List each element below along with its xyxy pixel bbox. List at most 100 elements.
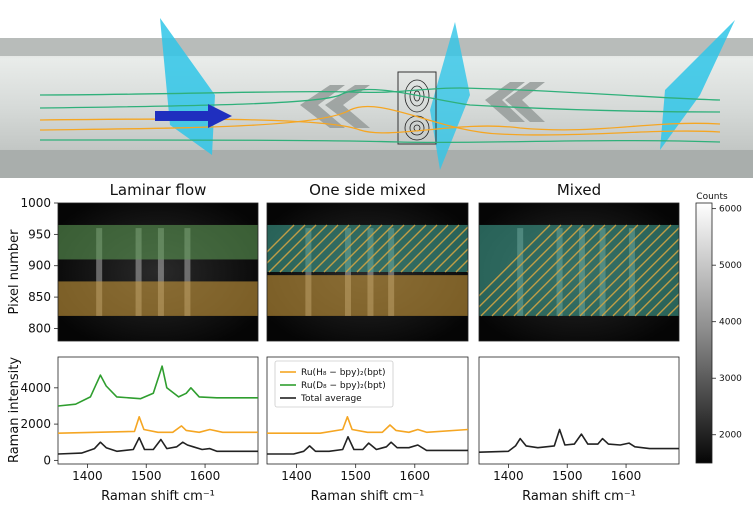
hatch-line <box>455 259 468 273</box>
hatch-line <box>491 224 584 317</box>
stream-region-overlay <box>267 275 468 316</box>
panel-title: Laminar flow <box>110 181 207 199</box>
spectrum-frame <box>478 356 680 465</box>
hatch-line <box>411 224 460 273</box>
hatch-line <box>389 224 438 273</box>
hatch-line <box>524 224 617 317</box>
hatch-line <box>444 248 468 273</box>
y-tick-label: 950 <box>28 227 51 241</box>
hatch-line <box>378 224 427 273</box>
legend-label: Ru(H₈ − bpy)₂(bpt) <box>301 368 386 378</box>
y-tick-label: 1000 <box>20 196 51 210</box>
heatmap-panel-3: Mixed <box>478 181 753 342</box>
heatmap-row: Laminar flow 1000 950 900 850 800 One side mix… <box>7 181 753 342</box>
y-tick-label: 900 <box>28 259 51 273</box>
y-tick-label: 850 <box>28 290 51 304</box>
hatch-line <box>479 224 562 308</box>
laser-sheet-right <box>660 20 735 150</box>
hatch-line <box>656 292 679 317</box>
hatch-line <box>267 224 295 253</box>
spectrum-line <box>478 428 679 453</box>
spectrum-line <box>57 415 258 434</box>
hatch-line <box>745 225 753 316</box>
hatch-line <box>479 224 551 297</box>
colorbar-tick-label: 3000 <box>719 374 742 384</box>
hatch-line <box>502 224 595 317</box>
y-tick-label: 800 <box>28 321 51 335</box>
heatmap-y-axis-label: Pixel number <box>7 229 22 315</box>
colorbar-label: Counts <box>696 192 728 202</box>
spectrum-frame <box>57 356 259 465</box>
hatch-line <box>422 226 468 273</box>
legend-label: Ru(D₈ − bpy)₂(bpt) <box>301 381 386 391</box>
stream-region-overlay <box>267 224 468 272</box>
heatmap-image <box>58 224 258 316</box>
y-tick-label: 2000 <box>20 417 51 431</box>
vortex-box <box>397 71 437 145</box>
x-tick-label: 1500 <box>552 469 583 483</box>
hatch-line <box>334 224 383 273</box>
x-tick-label: 1600 <box>611 469 642 483</box>
x-tick-label: 1500 <box>340 469 371 483</box>
x-tick-label: 1500 <box>131 469 162 483</box>
hatch-line <box>557 224 650 317</box>
spectrum-line <box>267 435 468 455</box>
hatch-line <box>535 224 628 317</box>
spectrum-panel-3: 1400 1500 1600 Raman shift cm⁻¹ <box>478 356 680 504</box>
hatch-line <box>590 226 679 317</box>
spectrum-line <box>57 365 258 407</box>
colorbar-scale <box>695 202 713 464</box>
legend-label: Total average <box>300 394 362 404</box>
spectrum-line <box>57 436 258 455</box>
colorbar-tick-label: 6000 <box>719 205 742 215</box>
spectrum-panel-2: 1400 1500 1600 Raman shift cm⁻¹ Ru(H₈ − bpy)… <box>266 356 469 504</box>
hatch-line <box>433 237 468 273</box>
x-axis-label: Raman shift cm⁻¹ <box>311 489 425 504</box>
raman-band-column <box>135 228 142 316</box>
stream-region-overlay <box>58 281 258 316</box>
heatmap-panel-2: One side mixed <box>266 181 469 342</box>
hatch-line <box>323 224 372 273</box>
hatch-line <box>400 224 449 273</box>
x-tick-label: 1400 <box>493 469 524 483</box>
spectrum-line <box>267 415 469 435</box>
panel-title: One side mixed <box>309 181 426 199</box>
hatch-line <box>634 270 679 317</box>
stream-region-overlay <box>58 224 258 260</box>
hatch-line <box>601 237 679 317</box>
laser-sheet-middle <box>430 22 470 170</box>
colorbar: Counts 6000 5000 4000 3000 2000 <box>695 192 742 464</box>
x-axis-label: Raman shift cm⁻¹ <box>101 489 215 504</box>
heatmap-image <box>479 224 753 317</box>
heatmap-frame <box>266 202 469 342</box>
flow-direction-arrow-icon <box>155 104 232 128</box>
hatch-line <box>301 224 350 273</box>
hatch-line <box>312 224 361 273</box>
spectrum-y-axis-label: Raman intensity <box>7 357 22 463</box>
hatch-line <box>612 248 679 317</box>
colorbar-tick-label: 5000 <box>719 261 742 271</box>
channel-illustration <box>0 18 753 178</box>
panel-title: Mixed <box>557 181 601 199</box>
x-tick-label: 1400 <box>72 469 103 483</box>
hatch-line <box>623 259 679 317</box>
heatmap-frame <box>478 202 680 342</box>
channel-bottom-wall <box>0 150 753 178</box>
colorbar-tick-label: 2000 <box>719 431 742 441</box>
x-axis-label: Raman shift cm⁻¹ <box>522 489 636 504</box>
y-tick-label: 0 <box>43 453 51 467</box>
channel-top-wall <box>0 38 753 56</box>
hatch-line <box>356 224 405 273</box>
hatch-line <box>645 281 679 317</box>
heatmap-frame <box>57 202 259 342</box>
x-tick-label: 1400 <box>281 469 312 483</box>
raman-band-column <box>96 228 103 316</box>
hatch-line <box>290 224 339 273</box>
hatch-line <box>546 224 639 317</box>
hatch-line <box>268 224 317 273</box>
raman-band-column <box>184 228 191 316</box>
hatch-line <box>279 224 328 273</box>
x-tick-label: 1600 <box>400 469 431 483</box>
x-tick-label: 1600 <box>190 469 221 483</box>
